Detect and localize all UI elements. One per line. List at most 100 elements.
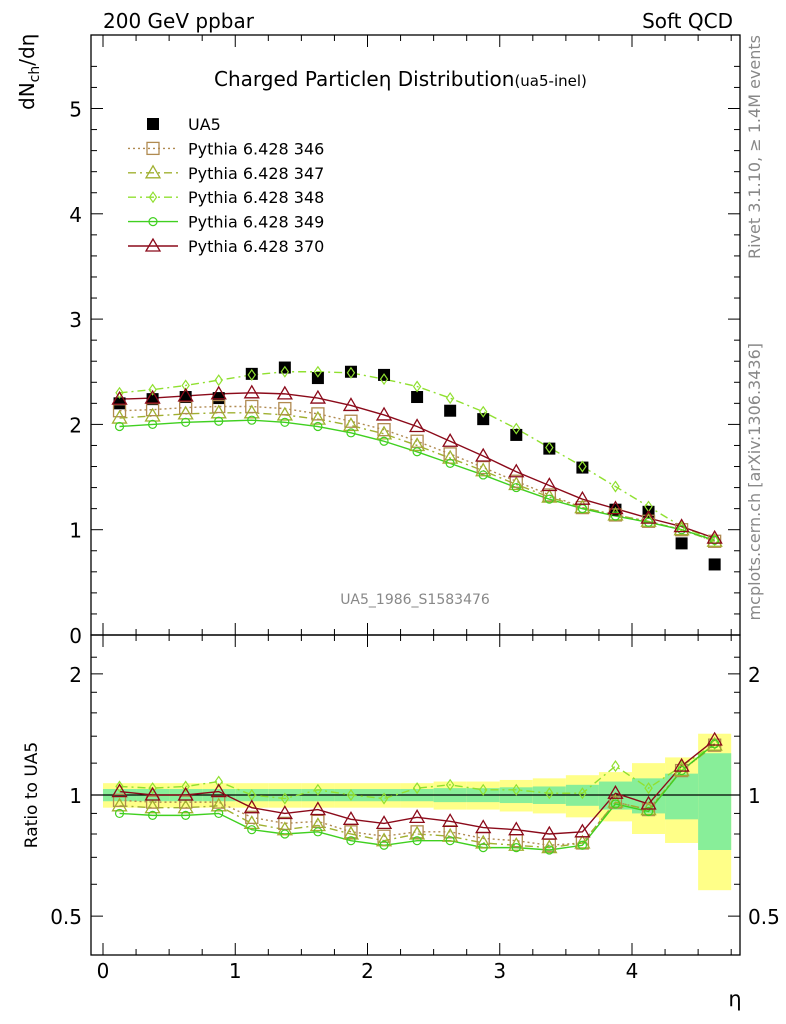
ratio-point-p349 bbox=[610, 799, 621, 809]
ratio-point-p349 bbox=[412, 836, 422, 846]
title-eta: η bbox=[379, 67, 392, 91]
data-point-p347 bbox=[408, 437, 426, 452]
data-point-p348 bbox=[412, 380, 422, 393]
data-point-p348 bbox=[313, 365, 323, 378]
ratio-point-p348 bbox=[181, 780, 190, 793]
legend-label-p347: Pythia 6.428 347 bbox=[188, 164, 324, 183]
ratio-point-p348 bbox=[214, 775, 223, 788]
ratio-point-p349 bbox=[114, 808, 125, 819]
ratio-point-p347 bbox=[210, 797, 227, 812]
data-point-ua5 bbox=[477, 413, 490, 426]
data-point-ua5 bbox=[576, 461, 589, 474]
data-point-p370 bbox=[508, 463, 525, 478]
ratio-y-tick-label: 1 bbox=[69, 784, 82, 808]
ratio-point-p349 bbox=[445, 836, 455, 846]
data-point-p349 bbox=[114, 421, 125, 432]
ratio-band-inner bbox=[698, 753, 732, 850]
data-point-p348 bbox=[578, 460, 587, 473]
legend-label-p370: Pythia 6.428 370 bbox=[188, 237, 324, 256]
ratio-point-p348 bbox=[280, 792, 290, 805]
series-line-p349 bbox=[119, 419, 715, 541]
main-y-tick-label: 1 bbox=[69, 519, 82, 543]
ratio-point-p347 bbox=[475, 834, 492, 849]
data-point-p370 bbox=[475, 447, 492, 462]
data-point-ua5 bbox=[675, 537, 688, 550]
data-point-p370 bbox=[210, 385, 227, 400]
data-point-p348 bbox=[379, 373, 389, 386]
data-point-p348 bbox=[280, 365, 290, 378]
data-point-p349 bbox=[676, 525, 687, 535]
ratio-point-p347 bbox=[541, 839, 558, 854]
ratio-point-p370 bbox=[574, 823, 591, 838]
data-point-ua5 bbox=[708, 558, 721, 571]
ratio-point-p349 bbox=[379, 840, 389, 850]
data-point-p349 bbox=[346, 428, 356, 438]
legend-marker-p346 bbox=[146, 141, 160, 156]
legend-marker-p349 bbox=[148, 217, 158, 227]
data-point-p370 bbox=[342, 397, 360, 412]
ratio-point-p348 bbox=[644, 782, 653, 795]
ratio-point-p370 bbox=[508, 821, 525, 836]
data-point-p347 bbox=[276, 406, 293, 421]
y-axis-label-main: dNch/dη bbox=[15, 34, 43, 110]
data-point-p370 bbox=[706, 529, 723, 544]
ratio-point-p370 bbox=[673, 757, 690, 772]
ylabel-tail: /dη bbox=[15, 34, 39, 66]
legend-marker-p348 bbox=[148, 191, 158, 204]
ratio-point-p346 bbox=[179, 795, 193, 809]
ratio-point-p346 bbox=[112, 793, 127, 807]
x-axis-label: η bbox=[728, 987, 741, 1011]
main-y-tick-label: 5 bbox=[69, 98, 82, 122]
header-left: 200 GeV ppbar bbox=[103, 9, 255, 33]
data-point-p346 bbox=[377, 423, 391, 437]
ratio-panel: 0.5 0.5 1 1 2 2 0 1 2 3 4 bbox=[50, 634, 780, 983]
data-point-p370 bbox=[111, 390, 128, 405]
ratio-point-p347 bbox=[375, 832, 393, 847]
ratio-line-p370 bbox=[119, 739, 716, 835]
data-point-p349 bbox=[610, 511, 621, 521]
data-point-p348 bbox=[346, 366, 356, 379]
data-point-p348 bbox=[148, 383, 157, 396]
legend-label-p349: Pythia 6.428 349 bbox=[188, 213, 324, 232]
data-point-p349 bbox=[313, 421, 323, 432]
title-rest: Distribution bbox=[391, 67, 514, 91]
data-point-p349 bbox=[181, 417, 191, 427]
data-point-p370 bbox=[309, 389, 327, 404]
data-point-p347 bbox=[508, 476, 525, 491]
x-tick-label: 3 bbox=[493, 959, 506, 983]
data-point-ua5 bbox=[444, 404, 457, 417]
ratio-point-p370 bbox=[607, 784, 624, 799]
ratio-point-p370 bbox=[243, 799, 260, 814]
ratio-y-tick-label-right: 1 bbox=[748, 784, 761, 808]
ratio-point-p347 bbox=[508, 836, 525, 851]
ratio-point-p346 bbox=[377, 829, 391, 843]
data-point-p346 bbox=[278, 401, 292, 416]
legend-label-p348: Pythia 6.428 348 bbox=[188, 188, 324, 207]
main-title: Charged Particleη Distribution(ua5-inel) bbox=[214, 67, 587, 91]
x-tick-label: 0 bbox=[97, 959, 110, 983]
data-point-p347 bbox=[210, 404, 227, 419]
main-y-tick-label: 4 bbox=[69, 203, 82, 227]
ratio-point-p347 bbox=[309, 817, 327, 832]
data-point-p370 bbox=[243, 384, 260, 399]
ratio-point-p349 bbox=[544, 845, 554, 855]
ratio-point-p370 bbox=[111, 783, 128, 798]
ratio-point-p370 bbox=[342, 811, 360, 825]
ratio-point-p348 bbox=[445, 778, 455, 791]
ratio-band-inner bbox=[665, 773, 699, 820]
ratio-y-tick-label-right: 2 bbox=[748, 663, 761, 687]
ratio-point-p347 bbox=[177, 799, 194, 814]
data-point-p370 bbox=[375, 406, 393, 421]
data-point-p346 bbox=[509, 474, 523, 488]
data-point-ua5 bbox=[543, 442, 556, 455]
legend-marker-p370 bbox=[144, 237, 162, 252]
ratio-point-p347 bbox=[342, 825, 360, 840]
ratio-point-p348 bbox=[578, 787, 587, 800]
data-point-p347 bbox=[375, 425, 393, 440]
title-sub: (ua5-inel) bbox=[514, 72, 586, 90]
ratio-point-p346 bbox=[145, 795, 160, 809]
legend-marker-p347 bbox=[144, 164, 162, 179]
series-line-p348 bbox=[119, 371, 715, 541]
ratio-point-p349 bbox=[643, 806, 654, 817]
